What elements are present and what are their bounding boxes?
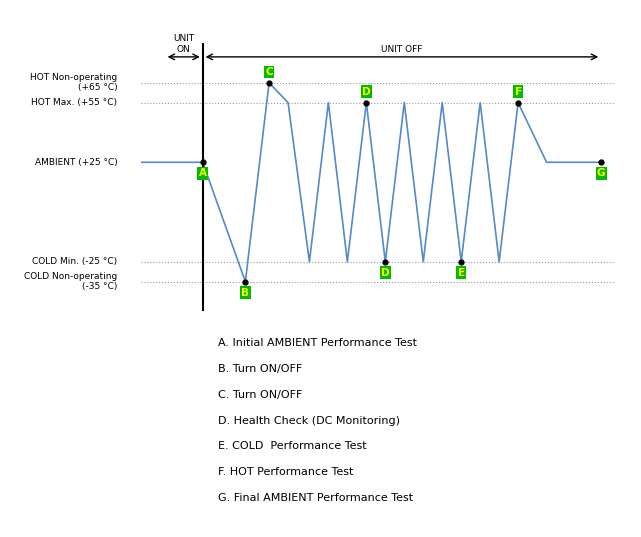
Text: G: G — [597, 168, 605, 178]
Text: C: C — [265, 67, 273, 77]
Text: E: E — [458, 268, 465, 278]
Text: A: A — [199, 168, 206, 178]
Text: D: D — [381, 268, 390, 278]
Text: HOT Non-operating
(+65 °C): HOT Non-operating (+65 °C) — [30, 73, 117, 92]
Text: COLD Non-operating
(-35 °C): COLD Non-operating (-35 °C) — [24, 272, 117, 292]
Text: C. Turn ON/OFF: C. Turn ON/OFF — [218, 390, 303, 400]
Text: D: D — [362, 86, 370, 97]
Text: HOT Max. (+55 °C): HOT Max. (+55 °C) — [31, 98, 117, 107]
Text: B: B — [242, 288, 249, 297]
Text: AMBIENT (+25 °C): AMBIENT (+25 °C) — [35, 158, 117, 167]
Text: E. COLD  Performance Test: E. COLD Performance Test — [218, 441, 367, 452]
Text: A. Initial AMBIENT Performance Test: A. Initial AMBIENT Performance Test — [218, 338, 417, 349]
Text: UNIT
ON: UNIT ON — [173, 34, 194, 54]
Text: F. HOT Performance Test: F. HOT Performance Test — [218, 467, 353, 477]
Text: D. Health Check (DC Monitoring): D. Health Check (DC Monitoring) — [218, 416, 400, 426]
Text: F: F — [515, 86, 522, 97]
Text: B. Turn ON/OFF: B. Turn ON/OFF — [218, 364, 302, 374]
Text: UNIT OFF: UNIT OFF — [381, 45, 422, 54]
Text: COLD Min. (-25 °C): COLD Min. (-25 °C) — [32, 257, 117, 266]
Text: G. Final AMBIENT Performance Test: G. Final AMBIENT Performance Test — [218, 493, 413, 503]
